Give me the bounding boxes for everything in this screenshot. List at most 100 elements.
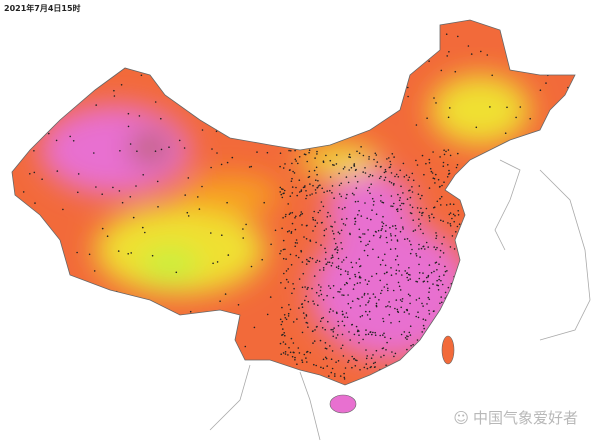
station-dot: [449, 154, 452, 157]
station-dot: [379, 263, 382, 266]
station-dot: [331, 262, 334, 264]
station-dot: [212, 371, 215, 374]
station-dot: [424, 342, 427, 344]
station-dot: [117, 250, 120, 252]
station-dot: [539, 89, 542, 91]
station-dot: [296, 318, 298, 320]
station-dot: [282, 239, 285, 242]
station-dot: [297, 256, 300, 259]
station-dot: [418, 272, 421, 274]
station-dot: [562, 169, 564, 172]
station-dot: [293, 287, 295, 290]
station-dot: [358, 258, 361, 260]
station-dot: [338, 232, 341, 235]
station-dot: [337, 324, 340, 327]
station-dot: [426, 280, 429, 283]
station-dot: [340, 268, 342, 271]
station-dot: [311, 193, 313, 195]
station-dot: [433, 97, 435, 99]
station-dot: [344, 367, 347, 369]
station-dot: [363, 233, 366, 235]
station-dot: [361, 54, 364, 57]
station-dot: [341, 310, 344, 313]
station-dot: [394, 234, 397, 237]
station-dot: [418, 248, 420, 250]
station-dot: [20, 139, 22, 141]
station-dot: [341, 248, 343, 250]
station-dot: [215, 130, 218, 133]
station-dot: [399, 230, 402, 233]
station-dot: [334, 373, 336, 375]
station-dot: [368, 186, 371, 189]
station-dot: [77, 173, 80, 175]
station-dot: [317, 304, 319, 307]
station-dot: [384, 176, 387, 179]
station-dot: [415, 124, 418, 126]
station-dot: [149, 361, 152, 363]
station-dot: [160, 148, 163, 151]
station-dot: [336, 312, 338, 315]
station-dot: [407, 293, 410, 296]
station-dot: [358, 228, 361, 231]
station-dot: [404, 337, 407, 339]
station-dot: [380, 235, 382, 237]
station-dot: [314, 225, 317, 228]
station-dot: [427, 246, 430, 248]
station-dot: [291, 222, 294, 225]
station-dot: [506, 106, 508, 109]
station-dot: [54, 61, 56, 64]
station-dot: [403, 311, 406, 313]
station-dot: [136, 150, 138, 152]
station-dot: [418, 243, 420, 246]
station-dot: [411, 206, 414, 209]
station-dot: [366, 314, 369, 316]
station-dot: [441, 283, 444, 286]
station-dot: [220, 163, 223, 166]
station-dot: [344, 206, 346, 209]
station-dot: [337, 320, 339, 323]
station-dot: [382, 317, 384, 320]
station-dot: [113, 95, 116, 97]
station-dot: [367, 243, 369, 246]
station-dot: [442, 396, 444, 398]
station-dot: [447, 222, 449, 224]
station-dot: [562, 231, 564, 234]
station-dot: [397, 368, 400, 371]
station-dot: [244, 345, 247, 348]
station-dot: [284, 248, 286, 251]
station-dot: [353, 333, 356, 336]
station-dot: [320, 244, 322, 246]
station-dot: [346, 193, 348, 196]
station-dot: [358, 276, 361, 279]
station-dot: [397, 281, 400, 284]
station-dot: [416, 207, 419, 209]
station-dot: [409, 252, 412, 255]
station-dot: [335, 154, 338, 156]
station-dot: [344, 270, 347, 272]
station-dot: [539, 154, 541, 157]
station-dot: [312, 218, 315, 221]
station-dot: [365, 304, 367, 306]
station-dot: [332, 232, 335, 235]
station-dot: [291, 355, 294, 358]
station-dot: [458, 311, 461, 314]
station-dot: [570, 33, 573, 35]
station-dot: [50, 272, 53, 274]
station-dot: [410, 344, 412, 347]
station-dot: [451, 299, 454, 301]
station-dot: [448, 169, 450, 172]
station-dot: [437, 178, 440, 181]
station-dot: [345, 312, 348, 314]
station-dot: [341, 218, 343, 220]
station-dot: [323, 234, 326, 237]
station-dot: [273, 37, 276, 39]
station-dot: [375, 272, 378, 275]
station-dot: [451, 184, 454, 187]
station-dot: [375, 349, 378, 352]
station-dot: [121, 201, 124, 204]
station-dot: [282, 341, 285, 343]
station-dot: [359, 282, 361, 284]
station-dot: [400, 306, 403, 309]
station-dot: [419, 361, 422, 364]
station-dot: [341, 294, 343, 296]
